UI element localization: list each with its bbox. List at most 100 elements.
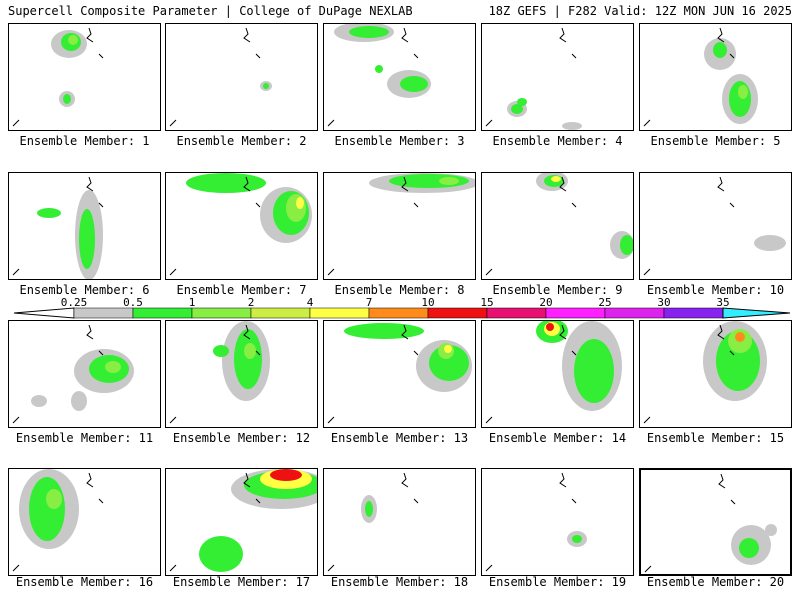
parameter-contour xyxy=(620,235,633,255)
colorbar-segment xyxy=(73,307,134,319)
parameter-contour xyxy=(349,26,389,38)
map-contour-plot xyxy=(485,27,582,130)
map-contour-plot xyxy=(327,173,475,276)
colorbar-low-arrow xyxy=(13,307,75,319)
coastline xyxy=(644,473,736,573)
colorbar-segment xyxy=(191,307,252,319)
parameter-contour xyxy=(400,76,428,92)
parameter-contour xyxy=(244,343,256,359)
ensemble-map-panel[interactable] xyxy=(481,320,634,428)
map-contour-plot xyxy=(327,24,431,127)
ensemble-member-label: Ensemble Member: 9 xyxy=(492,283,623,297)
ensemble-member-label: Ensemble Member: 10 xyxy=(646,283,785,297)
colorbar-tick-label: 0.5 xyxy=(123,296,143,309)
valid-time: 18Z GEFS | F282 Valid: 12Z MON JUN 16 20… xyxy=(488,4,792,18)
colorbar-segment xyxy=(427,307,488,319)
parameter-contour xyxy=(739,538,759,558)
ensemble-map-panel[interactable] xyxy=(8,468,161,576)
ensemble-map-panel[interactable] xyxy=(323,468,476,576)
parameter-contour xyxy=(546,323,554,331)
colorbar-segment xyxy=(545,307,606,319)
ensemble-member-label: Ensemble Member: 6 xyxy=(19,283,150,297)
coastline xyxy=(327,176,419,276)
color-scale-bar: 0.25 0.5 1 2 4 7 10 15 20 25 30 35 xyxy=(0,296,800,324)
coastline xyxy=(485,176,577,276)
coastline xyxy=(643,324,735,424)
map-contour-plot xyxy=(12,176,104,279)
map-contour-plot xyxy=(169,469,317,572)
ensemble-map-panel[interactable] xyxy=(165,320,318,428)
map-contour-plot xyxy=(644,473,777,573)
parameter-contour xyxy=(365,501,373,517)
page-title: Supercell Composite Parameter | College … xyxy=(8,4,413,18)
parameter-contour xyxy=(199,536,243,572)
ensemble-map-panel[interactable] xyxy=(165,468,318,576)
parameter-contour xyxy=(263,83,269,89)
ensemble-map-panel[interactable] xyxy=(639,23,792,131)
coastline xyxy=(169,176,261,276)
parameter-contour xyxy=(754,235,786,251)
ensemble-map-panel[interactable] xyxy=(481,468,634,576)
colorbar-tick-label: 15 xyxy=(480,296,494,309)
parameter-contour xyxy=(735,332,745,342)
ensemble-map-panel[interactable] xyxy=(165,23,318,131)
map-contour-plot xyxy=(485,173,633,276)
coastline xyxy=(12,176,104,276)
ensemble-map-panel[interactable] xyxy=(165,172,318,280)
ensemble-map-panel[interactable] xyxy=(323,320,476,428)
ensemble-member-label: Ensemble Member: 17 xyxy=(172,575,311,589)
colorbar-segment xyxy=(486,307,547,319)
map-contour-plot xyxy=(643,321,767,424)
ensemble-map-panel[interactable] xyxy=(639,468,792,576)
map-contour-plot xyxy=(327,323,472,424)
ensemble-map-panel[interactable] xyxy=(8,172,161,280)
colorbar-tick-label: 2 xyxy=(247,296,255,309)
ensemble-map-panel[interactable] xyxy=(8,320,161,428)
ensemble-member-label: Ensemble Member: 12 xyxy=(172,431,311,445)
ensemble-member-label: Ensemble Member: 18 xyxy=(330,575,469,589)
parameter-contour xyxy=(444,345,452,353)
parameter-contour xyxy=(46,489,62,509)
parameter-contour xyxy=(574,339,614,403)
coastline xyxy=(327,472,419,572)
ensemble-map-panel[interactable] xyxy=(639,320,792,428)
map-contour-plot xyxy=(169,27,272,127)
colorbar-tick-label: 1 xyxy=(188,296,196,309)
colorbar-segment xyxy=(132,307,193,319)
ensemble-map-panel[interactable] xyxy=(481,23,634,131)
coastline xyxy=(485,472,577,572)
parameter-contour xyxy=(79,209,95,269)
ensemble-map-panel[interactable] xyxy=(323,172,476,280)
color-scale-svg xyxy=(13,307,791,319)
ensemble-member-label: Ensemble Member: 2 xyxy=(176,134,307,148)
parameter-contour xyxy=(765,524,777,536)
ensemble-map-panel[interactable] xyxy=(8,23,161,131)
ensemble-member-label: Ensemble Member: 5 xyxy=(650,134,781,148)
coastline xyxy=(169,324,261,424)
map-contour-plot xyxy=(643,27,758,127)
colorbar-tick-label: 35 xyxy=(716,296,730,309)
parameter-contour xyxy=(37,208,61,218)
map-contour-plot xyxy=(169,321,270,424)
colorbar-tick-label: 4 xyxy=(306,296,314,309)
parameter-contour xyxy=(551,176,561,182)
coastline xyxy=(12,472,104,572)
map-contour-plot xyxy=(327,472,419,572)
parameter-contour xyxy=(68,35,78,45)
map-contour-plot xyxy=(12,324,134,424)
parameter-contour xyxy=(286,194,306,222)
colorbar-segment xyxy=(309,307,370,319)
map-contour-plot xyxy=(485,321,622,424)
parameter-contour xyxy=(63,94,71,104)
ensemble-map-panel[interactable] xyxy=(323,23,476,131)
colorbar-segment xyxy=(604,307,665,319)
ensemble-member-label: Ensemble Member: 3 xyxy=(334,134,465,148)
parameter-contour xyxy=(344,323,424,339)
parameter-contour xyxy=(29,477,65,541)
parameter-contour xyxy=(270,469,302,481)
coastline xyxy=(485,324,577,424)
ensemble-member-label: Ensemble Member: 11 xyxy=(15,431,154,445)
ensemble-map-panel[interactable] xyxy=(481,172,634,280)
ensemble-map-panel[interactable] xyxy=(639,172,792,280)
parameter-contour xyxy=(375,65,383,73)
